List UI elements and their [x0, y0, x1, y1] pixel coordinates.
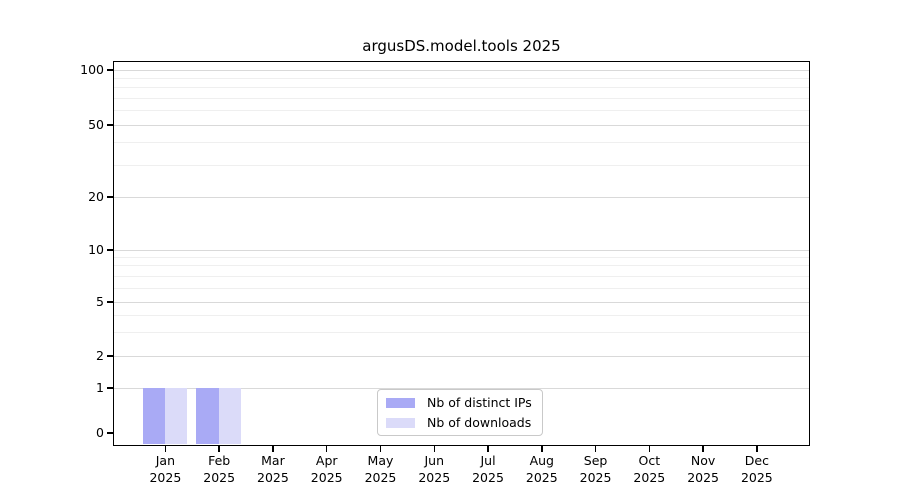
gridline-minor: [114, 97, 809, 99]
y-tick-mark: [106, 387, 113, 389]
y-tick-label: 1: [96, 380, 104, 395]
gridline-minor: [114, 331, 809, 333]
x-tick-mark: [594, 446, 597, 452]
gridline-minor: [114, 110, 809, 112]
gridline-major: [114, 124, 809, 126]
y-tick-label: 5: [96, 294, 104, 309]
gridline-minor: [114, 142, 809, 143]
gridline-minor: [114, 164, 809, 166]
gridline-major: [114, 355, 809, 357]
gridline-minor: [114, 264, 809, 266]
x-tick-mark: [218, 446, 220, 452]
plot-area: Nb of distinct IPs Nb of downloads: [113, 61, 810, 446]
x-tick-mark: [702, 446, 704, 452]
legend-swatch-downloads: [386, 417, 415, 428]
legend-item-distinct-ips: Nb of distinct IPs: [386, 394, 534, 411]
gridline-major: [114, 69, 809, 71]
y-tick-label: 2: [96, 348, 104, 363]
legend-label: Nb of distinct IPs: [427, 394, 532, 410]
bar-downloads: [164, 387, 188, 444]
x-tick-mark: [379, 446, 382, 452]
x-tick-label: Dec 2025: [717, 452, 797, 486]
gridline-major: [114, 301, 809, 303]
x-tick-mark: [272, 446, 274, 452]
bars-layer: [114, 62, 809, 445]
y-tick-mark: [106, 301, 113, 303]
gridline-major: [114, 196, 809, 198]
bar-downloads: [218, 387, 241, 444]
y-tick-label: 10: [88, 242, 104, 257]
y-tick-mark: [106, 249, 113, 251]
y-tick-mark: [106, 124, 113, 126]
bar-distinct-ips: [196, 387, 219, 444]
gridline-major: [114, 249, 809, 251]
x-tick-mark: [541, 446, 543, 452]
y-tick-mark: [106, 196, 113, 198]
y-tick-label: 100: [80, 62, 104, 77]
gridlines-layer: [114, 62, 809, 445]
legend-label: Nb of downloads: [427, 414, 532, 430]
y-tick-mark: [106, 432, 113, 434]
y-tick-mark: [106, 69, 113, 71]
chart-title: argusDS.model.tools 2025: [362, 37, 561, 55]
legend-swatch-distinct-ips: [386, 397, 415, 408]
gridline-minor: [114, 314, 809, 316]
gridline-minor: [114, 275, 809, 277]
x-tick-year: 2025: [740, 470, 773, 485]
y-tick-label: 50: [88, 117, 104, 132]
x-tick-month: Dec: [744, 453, 769, 468]
gridline-minor: [114, 287, 809, 289]
legend: Nb of distinct IPs Nb of downloads: [377, 389, 543, 436]
bar-distinct-ips: [142, 387, 165, 444]
legend-item-downloads: Nb of downloads: [386, 414, 534, 431]
x-tick-mark: [487, 446, 489, 452]
gridline-minor: [114, 256, 809, 258]
x-tick-mark: [325, 446, 328, 452]
y-tick-mark: [106, 355, 113, 357]
gridline-minor: [114, 77, 809, 79]
y-tick-label: 0: [96, 425, 104, 440]
gridline-minor: [114, 87, 809, 89]
gridline-major: [114, 387, 809, 389]
x-tick-mark: [433, 446, 435, 452]
x-tick-mark: [648, 446, 651, 452]
x-tick-mark: [756, 446, 758, 452]
x-tick-mark: [164, 446, 167, 452]
y-tick-label: 20: [88, 189, 104, 204]
